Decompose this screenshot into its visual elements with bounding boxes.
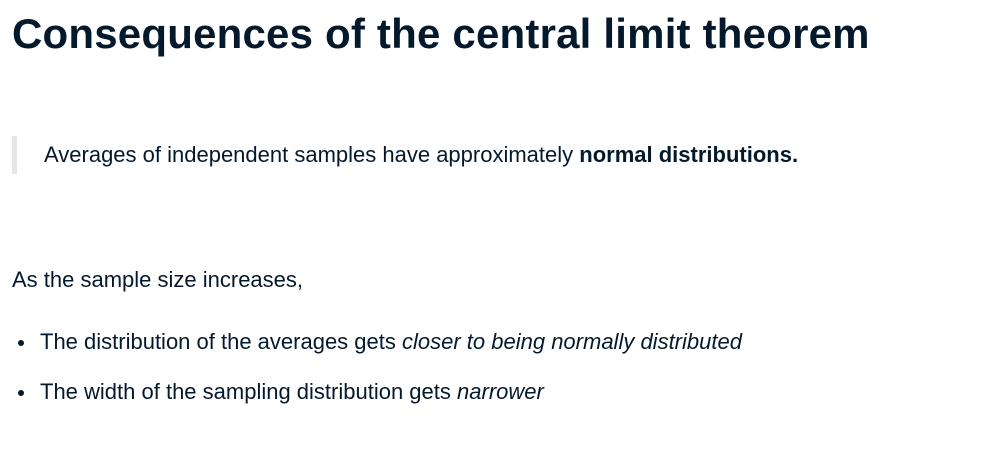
- bullet-icon: [18, 390, 24, 396]
- bullet-list: The distribution of the averages gets cl…: [12, 328, 742, 428]
- bullet-text: The width of the sampling distribution g…: [40, 379, 458, 404]
- bullet-text: The distribution of the averages gets: [40, 329, 402, 354]
- bullet-icon: [18, 340, 24, 346]
- blockquote-bold-text: normal distributions.: [579, 142, 799, 167]
- page-title: Consequences of the central limit theore…: [12, 10, 870, 57]
- intro-text: As the sample size increases,: [12, 267, 304, 292]
- list-item: The width of the sampling distribution g…: [12, 378, 742, 406]
- blockquote-text: Averages of independent samples have app…: [44, 141, 798, 169]
- blockquote-bar: [12, 136, 17, 174]
- bullet-italic-text: closer to being normally distributed: [402, 329, 742, 354]
- list-item: The distribution of the averages gets cl…: [12, 328, 742, 356]
- bullet-italic-text: narrower: [457, 379, 544, 404]
- blockquote-plain-text: Averages of independent samples have app…: [44, 142, 580, 167]
- blockquote: Averages of independent samples have app…: [12, 136, 972, 174]
